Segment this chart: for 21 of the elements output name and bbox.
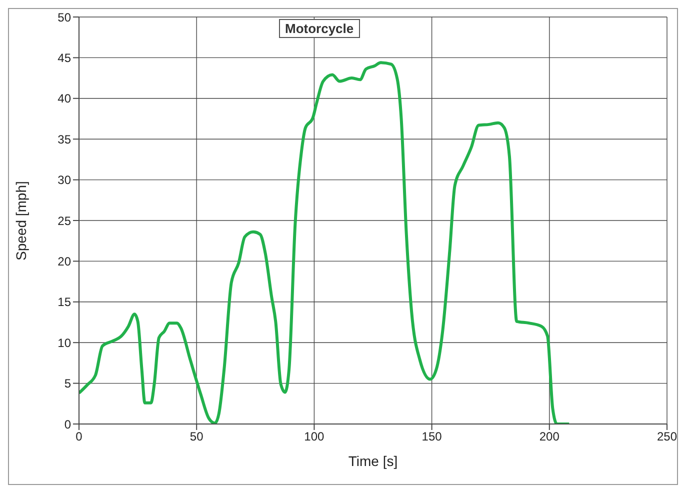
chart-title: Motorcycle [279,19,360,38]
y-tick-label: 10 [58,336,72,350]
x-tick-label: 200 [539,430,560,444]
y-tick-label: 30 [58,173,72,188]
x-tick-label: 100 [304,430,325,444]
line-series [79,61,571,424]
y-tick-label: 25 [58,214,72,228]
y-tick-label: 20 [58,254,72,268]
x-tick-label: 0 [76,430,83,444]
x-tick-label: 150 [422,430,442,444]
x-axis-title: Time [s] [348,453,398,469]
y-tick-label: 5 [64,376,72,391]
x-tick-label: 250 [656,430,678,444]
x-tick-label: 50 [190,430,204,444]
y-tick-label: 40 [58,92,72,106]
y-tick-label: 35 [58,132,72,146]
y-tick-label: 15 [58,295,72,310]
y-tick-label: 0 [64,417,72,432]
y-tick-label: 45 [58,50,72,65]
y-tick-label: 50 [58,10,72,24]
y-axis-title: Speed [mph] [12,181,29,260]
